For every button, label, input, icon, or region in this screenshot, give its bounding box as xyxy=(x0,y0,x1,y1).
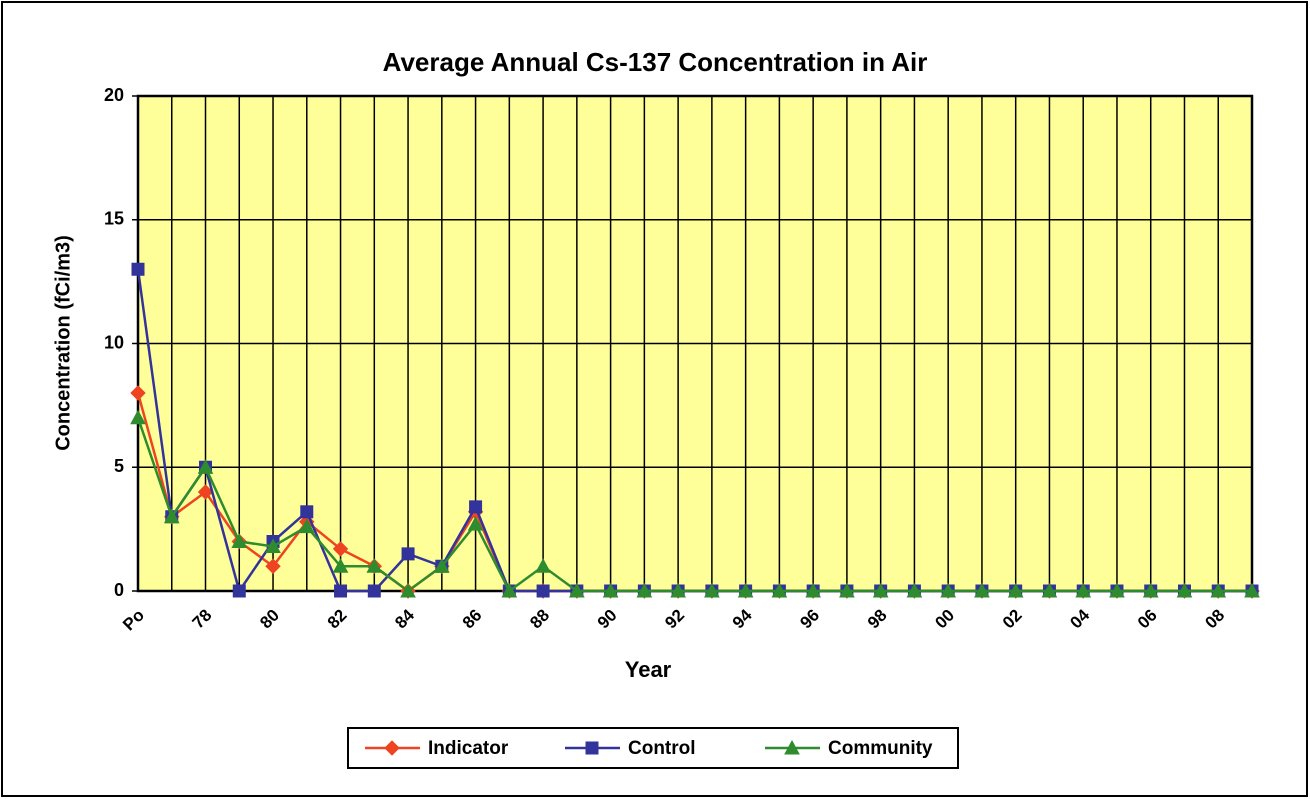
data-point xyxy=(1007,582,1024,598)
data-point xyxy=(298,518,315,534)
y-tick-label: 10 xyxy=(104,332,124,352)
data-point xyxy=(940,582,957,598)
legend-marker xyxy=(784,739,800,755)
legend-box xyxy=(347,727,959,769)
x-axis-label: Year xyxy=(625,657,672,682)
data-point xyxy=(536,584,550,598)
data-point xyxy=(1244,582,1260,598)
data-point xyxy=(872,582,889,598)
data-point xyxy=(1075,582,1092,598)
data-point xyxy=(805,582,821,598)
legend-label: Control xyxy=(628,738,696,759)
data-point xyxy=(704,582,720,598)
data-point xyxy=(197,459,214,474)
data-point xyxy=(1210,582,1227,598)
data-point xyxy=(771,582,788,598)
data-point xyxy=(400,582,416,598)
data-point xyxy=(197,484,214,500)
data-point xyxy=(467,516,484,531)
data-point xyxy=(1109,582,1125,598)
y-axis-label: Concentration (fCi/m3) xyxy=(52,235,74,451)
data-point xyxy=(232,584,246,598)
data-point xyxy=(332,541,349,557)
y-tick-label: 5 xyxy=(114,456,124,476)
data-point xyxy=(130,409,146,425)
data-point xyxy=(334,584,348,598)
data-point xyxy=(367,584,381,598)
data-point xyxy=(433,558,450,573)
data-point xyxy=(906,582,923,598)
data-point xyxy=(265,538,281,553)
y-tick-label: 20 xyxy=(104,85,124,105)
data-point xyxy=(1041,582,1058,598)
data-point xyxy=(332,558,349,573)
data-point xyxy=(469,500,483,514)
data-point xyxy=(1176,582,1193,598)
legend-marker xyxy=(585,741,599,755)
data-point xyxy=(670,582,686,598)
legend-label: Community xyxy=(828,738,933,759)
data-point xyxy=(231,533,248,548)
y-tick-label: 15 xyxy=(104,209,124,229)
data-point xyxy=(501,582,518,598)
legend-label: Indicator xyxy=(428,738,509,759)
y-tick-label: 0 xyxy=(114,580,124,600)
data-point xyxy=(1142,582,1159,598)
data-point xyxy=(265,558,281,574)
data-point xyxy=(737,582,754,598)
data-point xyxy=(636,582,653,598)
series-line xyxy=(136,417,1252,593)
chart-title: Average Annual Cs-137 Concentration in A… xyxy=(383,47,928,77)
data-point xyxy=(401,547,415,561)
data-point xyxy=(535,558,551,573)
legend-marker xyxy=(384,740,400,756)
data-point xyxy=(130,385,146,401)
data-point xyxy=(974,582,990,598)
data-point xyxy=(366,558,383,573)
data-point xyxy=(602,582,619,598)
data-point xyxy=(839,582,855,598)
legend: Indicator Control Community xyxy=(347,727,959,769)
data-point xyxy=(569,582,585,598)
data-point xyxy=(300,505,314,519)
data-point xyxy=(163,508,180,524)
data-point xyxy=(131,262,145,276)
